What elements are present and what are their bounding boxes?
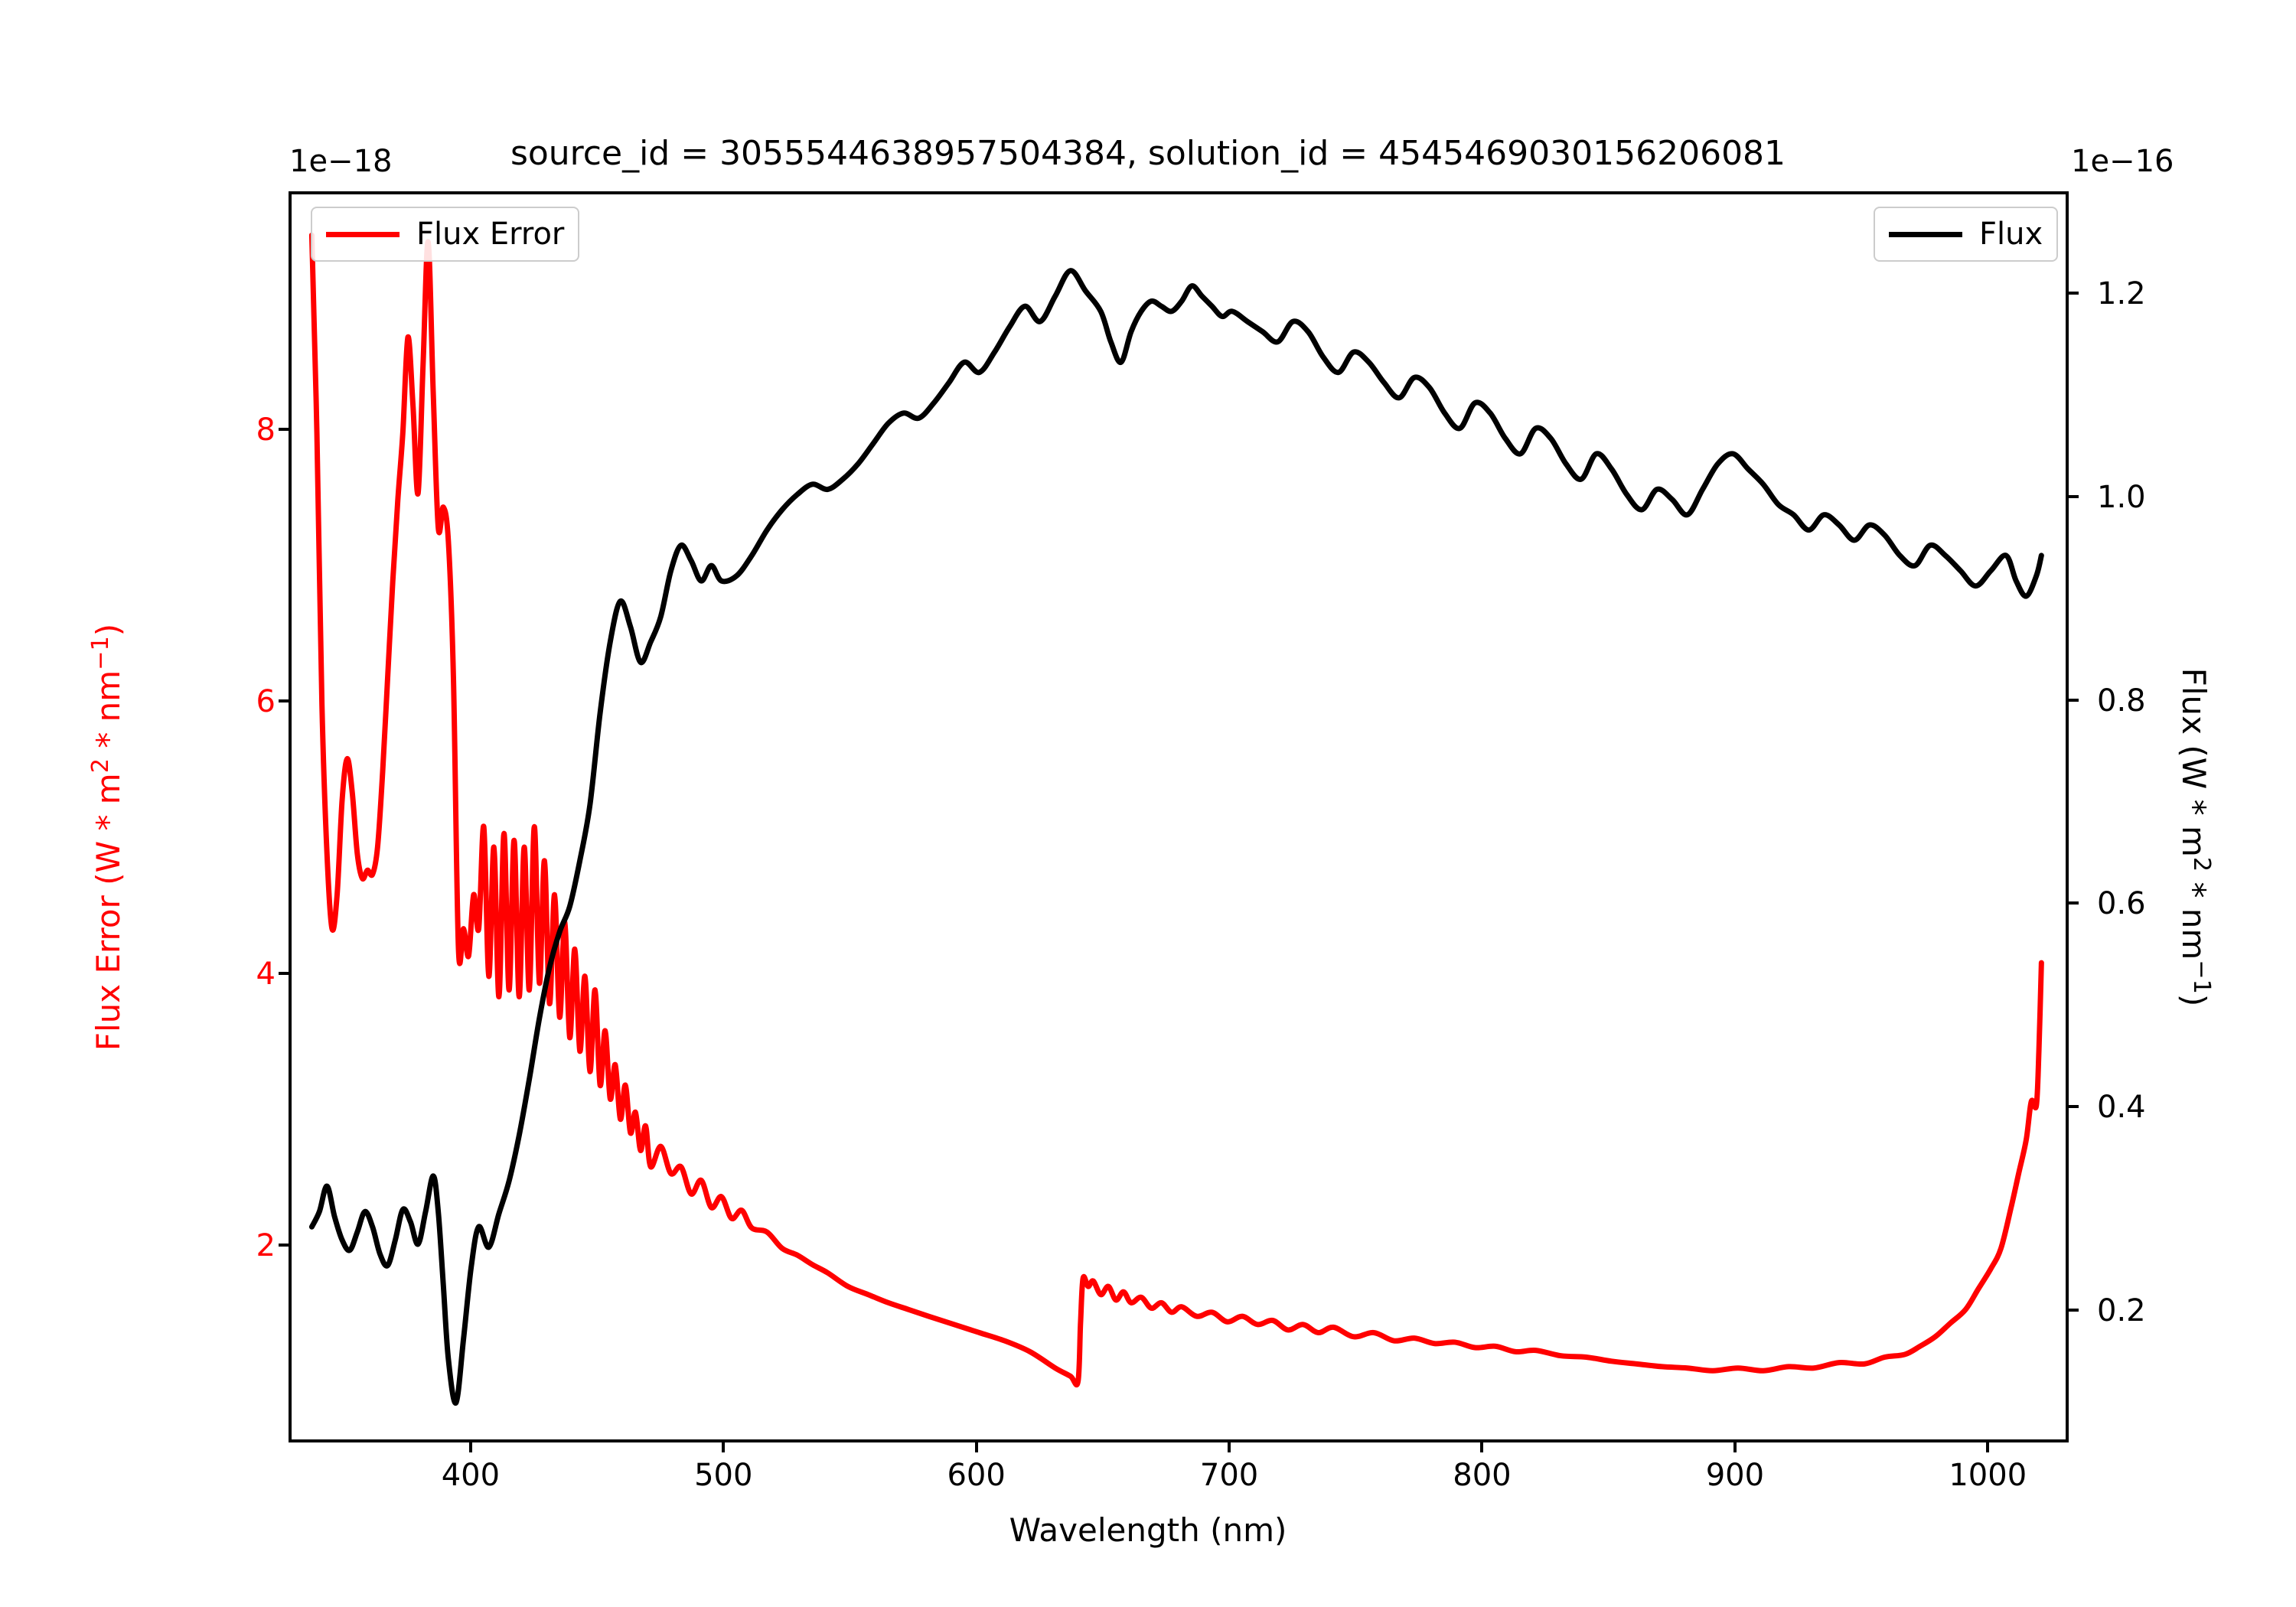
left-y-axis-label-head: Flux Error (W * m (90, 773, 127, 1051)
plot-axes-area (289, 191, 2069, 1442)
y-tick-label-right: 0.4 (2097, 1090, 2146, 1126)
right-y-axis-label-sup1: 2 (2188, 856, 2215, 872)
y-tick-label-left: 8 (256, 412, 276, 448)
y-tick-mark-right (2069, 494, 2079, 498)
y-tick-mark-left (279, 971, 289, 975)
x-tick-mark (1228, 1442, 1231, 1452)
right-y-axis-label-tail: * nm (2175, 872, 2213, 960)
x-tick-label: 500 (694, 1458, 753, 1493)
y-tick-mark-left (279, 699, 289, 703)
y-tick-label-left: 4 (256, 956, 276, 992)
right-y-axis-label-sup2: −1 (2188, 960, 2215, 994)
y-tick-label-right: 1.2 (2097, 275, 2146, 311)
legend-swatch-flux-error (326, 231, 400, 237)
x-tick-label: 600 (947, 1458, 1006, 1493)
right-y-axis-label-head: Flux (W * m (2175, 667, 2213, 857)
flux-error-line (308, 232, 2044, 1388)
y-tick-label-left: 6 (256, 684, 276, 720)
x-tick-label: 900 (1705, 1458, 1765, 1493)
y-tick-mark-right (2069, 1309, 2079, 1312)
flux-line (308, 268, 2044, 1406)
plot-svg (308, 232, 2044, 1406)
left-y-axis-label: Flux Error (W * m2 * nm−1) (87, 302, 127, 1373)
x-tick-mark (974, 1442, 978, 1452)
legend-label-flux: Flux (1979, 217, 2043, 252)
y-tick-mark-left (279, 428, 289, 431)
x-tick-mark (468, 1442, 472, 1452)
left-axis-offset-text: 1e−18 (289, 144, 393, 179)
legend-flux-error: Flux Error (311, 207, 580, 262)
right-y-axis-label-end: ) (2175, 993, 2213, 1007)
y-tick-mark-right (2069, 1105, 2079, 1109)
x-tick-label: 700 (1199, 1458, 1259, 1493)
right-y-axis-label: Flux (W * m2 * nm−1) (2175, 302, 2215, 1373)
x-tick-label: 800 (1453, 1458, 1512, 1493)
y-tick-label-right: 0.2 (2097, 1293, 2146, 1329)
x-tick-label: 1000 (1949, 1458, 2027, 1493)
left-y-axis-label-sup2: −1 (87, 636, 114, 670)
y-tick-mark-right (2069, 291, 2079, 295)
y-tick-mark-left (279, 1244, 289, 1247)
left-y-axis-label-tail: * nm (90, 670, 127, 759)
y-tick-mark-right (2069, 901, 2079, 905)
y-tick-mark-right (2069, 698, 2079, 702)
legend-flux: Flux (1874, 207, 2059, 262)
y-tick-label-left: 2 (256, 1228, 276, 1264)
x-tick-label: 400 (441, 1458, 501, 1493)
x-tick-mark (722, 1442, 726, 1452)
legend-label-flux-error: Flux Error (416, 217, 565, 252)
x-tick-mark (1480, 1442, 1484, 1452)
y-tick-label-right: 0.8 (2097, 683, 2146, 719)
page-title: source_id = 3055544638957504384, solutio… (510, 134, 1786, 173)
right-axis-offset-text: 1e−16 (2071, 144, 2174, 179)
left-y-axis-label-end: ) (90, 623, 127, 637)
x-tick-mark (1733, 1442, 1737, 1452)
legend-swatch-flux (1889, 231, 1962, 237)
x-axis-label: Wavelength (nm) (1009, 1511, 1287, 1549)
y-tick-label-right: 1.0 (2097, 479, 2146, 515)
left-y-axis-label-sup1: 2 (87, 758, 114, 774)
y-tick-label-right: 0.6 (2097, 886, 2146, 922)
x-tick-mark (1986, 1442, 1990, 1452)
